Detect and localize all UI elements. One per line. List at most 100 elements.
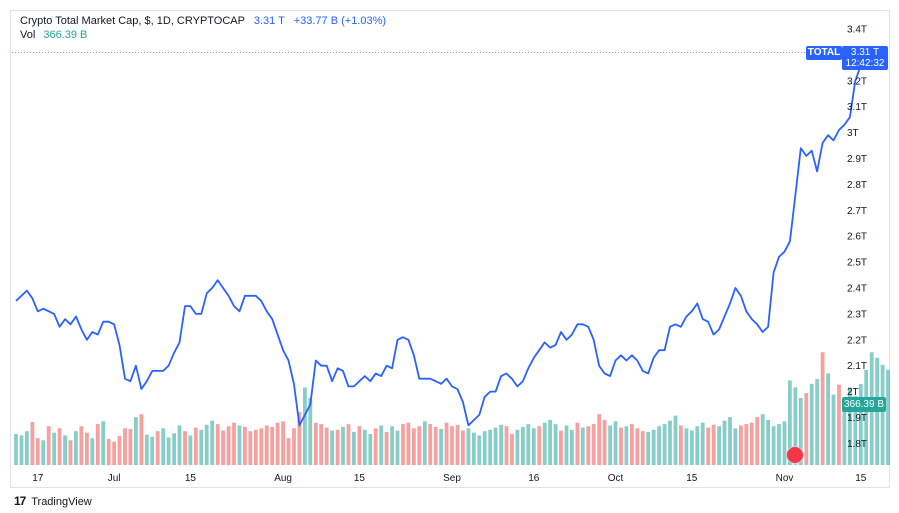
volume-bar — [90, 438, 95, 465]
volume-bar — [788, 380, 792, 465]
volume-bar — [499, 424, 503, 465]
y-tick-label: 1.8T — [847, 439, 867, 450]
volume-legend: Vol 366.39 B — [20, 28, 87, 42]
volume-bar — [700, 422, 705, 465]
volume-bar — [461, 430, 465, 465]
volume-bar — [537, 426, 542, 465]
last-value: 3.31 T — [253, 15, 285, 27]
volume-bar — [733, 428, 738, 465]
x-tick-label: Aug — [274, 473, 292, 484]
volume-bar — [35, 438, 40, 465]
volume-bar — [831, 394, 836, 465]
volume-bar — [640, 431, 645, 465]
volume-bar — [210, 420, 215, 465]
volume-bar — [243, 426, 247, 465]
volume-bar — [760, 414, 765, 465]
volume-bar — [673, 415, 678, 465]
volume-bar — [384, 431, 389, 465]
volume-bar — [766, 419, 770, 465]
y-tick-label: 3.2T — [847, 76, 867, 87]
volume-bar — [820, 352, 825, 465]
volume-bar — [798, 398, 803, 465]
volume-bar — [259, 428, 264, 465]
volume-bar — [106, 438, 111, 465]
volume-bar — [412, 428, 416, 465]
volume-bar — [624, 426, 629, 465]
volume-bar — [226, 426, 231, 465]
us-flag-icon[interactable] — [786, 446, 804, 464]
volume-bar — [837, 384, 841, 465]
volume-bar — [548, 419, 552, 465]
volume-bar — [335, 429, 340, 466]
volume-bar — [809, 383, 814, 465]
volume-bar — [570, 429, 574, 466]
y-tick-label: 2.7T — [847, 206, 867, 217]
volume-bar — [749, 422, 754, 465]
volume-bar — [270, 426, 275, 465]
volume-bar — [477, 435, 482, 465]
volume-bar — [341, 426, 345, 465]
volume-bar — [390, 426, 394, 465]
volume-bar — [139, 414, 144, 465]
price-tag-value: 3.31 T — [850, 47, 880, 58]
volume-bar — [144, 434, 149, 465]
volume-bar — [433, 426, 438, 465]
volume-bar — [150, 436, 155, 465]
volume-bar — [744, 424, 749, 465]
y-axis: 3.4T3.3T3.2T3.1T3T2.9T2.8T2.7T2.6T2.5T2.… — [847, 25, 867, 450]
volume-bar — [79, 426, 84, 465]
volume-bar — [662, 424, 667, 465]
y-tick-label: 2.4T — [847, 284, 867, 295]
volume-bar — [155, 431, 160, 465]
volume-bar — [346, 424, 351, 465]
volume-bar — [510, 434, 514, 465]
footer-brand[interactable]: 17 TradingView — [14, 494, 92, 508]
volume-bar — [722, 420, 727, 465]
x-tick-label: 15 — [185, 473, 197, 484]
y-tick-label: 3.1T — [847, 102, 867, 113]
volume-bar — [488, 429, 493, 466]
x-tick-label: Sep — [443, 473, 461, 484]
volume-bar — [755, 417, 760, 465]
volume-bar — [842, 405, 847, 465]
volume-bar — [428, 424, 433, 465]
y-tick-label: 2T — [847, 387, 859, 398]
volume-bar — [297, 412, 302, 465]
volume-bar — [804, 393, 809, 465]
volume-bar — [128, 429, 133, 465]
volume-bar — [689, 430, 694, 465]
volume-bar — [575, 422, 580, 465]
volume-bar — [826, 373, 830, 465]
volume-bar — [422, 421, 427, 465]
volume-bar — [395, 430, 400, 465]
price-tag: 3.31 T 12:42:32 — [842, 46, 888, 70]
volume-bar — [362, 429, 367, 466]
volume-bar — [471, 432, 476, 465]
volume-bar — [57, 428, 62, 465]
volume-bar — [848, 387, 852, 465]
volume-bar — [248, 431, 253, 465]
volume-bar — [232, 422, 236, 465]
volume-bar — [286, 438, 291, 465]
volume-bar — [101, 421, 106, 465]
y-tick-label: 2.9T — [847, 154, 867, 165]
volume-bar — [25, 431, 29, 465]
volume-bar — [237, 425, 242, 465]
y-tick-label: 2.6T — [847, 232, 867, 243]
volume-bar — [19, 435, 24, 465]
volume-bar — [559, 430, 563, 465]
volume-bar — [635, 428, 640, 465]
volume-bar — [379, 425, 384, 465]
volume-bar — [417, 426, 422, 465]
y-tick-label: 2.3T — [847, 309, 867, 320]
volume-bar — [188, 435, 193, 465]
volume-bar — [711, 424, 716, 465]
volume-bar — [313, 422, 318, 465]
volume-bar — [602, 419, 607, 465]
volume-bar — [526, 424, 531, 465]
volume-bar — [401, 424, 405, 465]
volume-bar — [880, 364, 885, 465]
volume-bar — [630, 424, 634, 465]
x-tick-label: 15 — [855, 473, 867, 484]
